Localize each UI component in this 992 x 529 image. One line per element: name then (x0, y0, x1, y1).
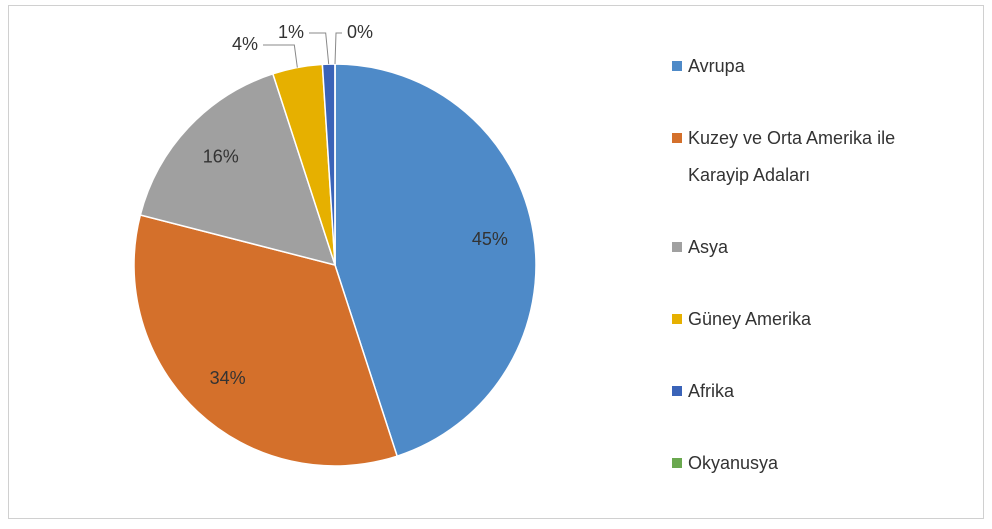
legend-item: Afrika (672, 373, 972, 410)
leader-line (334, 32, 342, 65)
legend-label: Afrika (688, 381, 735, 402)
data-label: 0% (347, 22, 373, 42)
data-label: 16% (203, 146, 239, 166)
pie-slice (139, 72, 337, 267)
leader-line (309, 32, 330, 65)
pie-slice (133, 214, 399, 467)
legend-swatch (672, 60, 682, 71)
legend-item: Asya (672, 229, 972, 266)
legend-swatch (672, 458, 682, 469)
legend-item: Avrupa (672, 48, 972, 85)
data-label: 1% (278, 22, 304, 42)
legend-label: Okyanusya (688, 453, 779, 474)
legend-swatch (672, 386, 682, 397)
legend-label: Güney Amerika (688, 309, 812, 330)
legend-swatch (672, 314, 682, 325)
legend-label: Avrupa (688, 55, 745, 76)
legend-swatch (672, 132, 682, 143)
data-label: 4% (232, 34, 258, 54)
legend-item: Okyanusya (672, 445, 972, 482)
legend-item: Güney Amerika (672, 301, 972, 338)
legend-swatch (672, 241, 682, 252)
data-label: 34% (210, 368, 246, 388)
legend-item: Kuzey ve Orta Amerika ile Karayip Adalar… (672, 120, 972, 194)
legend: Avrupa Kuzey ve Orta Amerika ile Karayip … (672, 30, 972, 500)
chart-frame (8, 5, 984, 519)
data-label: 45% (472, 229, 508, 249)
leader-line (263, 44, 298, 68)
pie-slice (334, 63, 537, 458)
legend-label: Kuzey ve Orta Amerika ile Karayip Adalar… (688, 127, 896, 185)
legend-label: Asya (688, 236, 729, 257)
